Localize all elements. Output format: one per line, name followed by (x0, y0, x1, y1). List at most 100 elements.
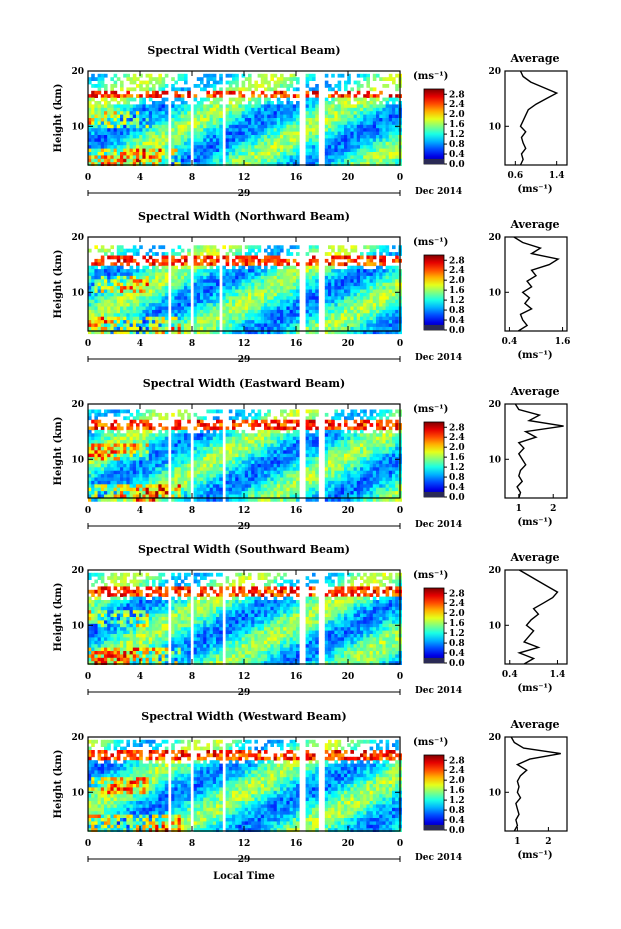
heatmap-cell (155, 148, 159, 153)
heatmap-cell (264, 131, 268, 136)
heatmap-cell (145, 480, 150, 485)
heatmap-cell (366, 292, 370, 297)
heatmap-cell (206, 330, 210, 335)
heatmap-cell (385, 292, 390, 297)
heatmap-cell (286, 162, 290, 166)
heatmap-cell (148, 440, 153, 444)
heatmap-cell (244, 135, 249, 139)
heatmap-cell (331, 121, 335, 126)
heatmap-cell (369, 245, 374, 250)
heatmap-cell (116, 429, 121, 434)
heatmap-cell (392, 138, 396, 143)
heatmap-cell (388, 316, 393, 321)
heatmap-cell (276, 296, 281, 301)
heatmap-cell (366, 275, 370, 280)
heatmap-cell (110, 111, 114, 115)
heatmap-cell (94, 299, 98, 304)
heatmap-cell (145, 282, 150, 287)
heatmap-cell (305, 316, 310, 321)
heatmap-cell (116, 487, 121, 492)
heatmap-cell (344, 124, 348, 129)
heatmap-cell (273, 316, 278, 321)
heatmap-cell (164, 269, 169, 273)
heatmap-cell (340, 313, 345, 318)
heatmap-cell (395, 303, 399, 307)
heatmap-cell (177, 77, 182, 81)
heatmap-cell (344, 155, 348, 160)
heatmap-cell (187, 87, 191, 92)
heatmap-cell (193, 97, 198, 102)
heatmap-cell (232, 162, 236, 166)
heatmap-cell (126, 303, 130, 307)
heatmap-cell (148, 255, 153, 260)
heatmap-cell (328, 313, 332, 318)
heatmap-cell (264, 73, 268, 78)
heatmap-cell (158, 152, 162, 156)
heatmap-cell (232, 309, 236, 314)
heatmap-cell (177, 275, 182, 280)
heatmap-cell (350, 245, 354, 250)
heatmap-cell (392, 289, 396, 294)
heatmap-cell (350, 107, 354, 112)
heatmap-cell (209, 73, 214, 78)
heatmap-cell (161, 262, 166, 267)
heatmap-cell (91, 272, 95, 277)
heatmap-cell (100, 97, 105, 102)
heatmap-cell (152, 426, 156, 431)
heatmap-cell (104, 107, 108, 112)
heatmap-cell (196, 138, 201, 143)
heatmap-cell (139, 107, 143, 112)
heatmap-cell (219, 124, 223, 129)
heatmap-cell (344, 104, 348, 109)
heatmap-cell (107, 330, 111, 335)
heatmap-cell (100, 477, 105, 482)
heatmap-cell (388, 296, 393, 301)
heatmap-cell (88, 480, 92, 485)
heatmap-cell (129, 313, 134, 318)
heatmap-cell (187, 162, 191, 166)
heatmap-cell (126, 309, 130, 314)
heatmap-cell (340, 272, 345, 277)
heatmap-cell (200, 114, 204, 119)
heatmap-cell (120, 330, 124, 335)
heatmap-cell (366, 296, 370, 301)
heatmap-cell (280, 73, 284, 78)
heatmap-cell (238, 248, 242, 253)
heatmap-cell (145, 423, 150, 427)
heatmap-cell (123, 450, 127, 455)
heatmap-cell (353, 248, 358, 253)
heatmap-cell (286, 282, 290, 287)
heatmap-cell (350, 158, 354, 163)
heatmap-cell (315, 162, 319, 166)
heatmap-cell (132, 114, 137, 119)
heatmap-cell (155, 433, 159, 438)
heatmap-cell (270, 306, 274, 311)
heatmap-cell (142, 107, 146, 112)
heatmap-cell (164, 309, 169, 314)
heatmap-cell (142, 303, 146, 307)
heatmap-cell (126, 162, 130, 166)
heatmap-cell (376, 111, 380, 115)
heatmap-cell (94, 484, 98, 489)
heatmap-cell (184, 118, 188, 122)
heatmap-cell (158, 289, 162, 294)
heatmap-cell (174, 148, 178, 153)
heatmap-cell (241, 155, 246, 160)
heatmap-cell (388, 128, 393, 132)
heatmap-cell (292, 303, 297, 307)
heatmap-cell (132, 480, 137, 485)
heatmap-cell (248, 152, 252, 156)
heatmap-cell (88, 309, 92, 314)
heatmap-cell (308, 141, 313, 146)
colorbar-tick-label: 2.0 (449, 110, 465, 120)
heatmap-cell (161, 463, 166, 468)
heatmap-cell (94, 90, 98, 95)
heatmap-cell (200, 265, 204, 270)
heatmap-cell (164, 497, 169, 502)
heatmap-cell (120, 252, 124, 256)
heatmap-cell (292, 138, 297, 143)
heatmap-cell (244, 282, 249, 287)
heatmap-cell (241, 279, 246, 284)
heatmap-cell (388, 326, 393, 331)
heatmap-cell (273, 155, 278, 160)
